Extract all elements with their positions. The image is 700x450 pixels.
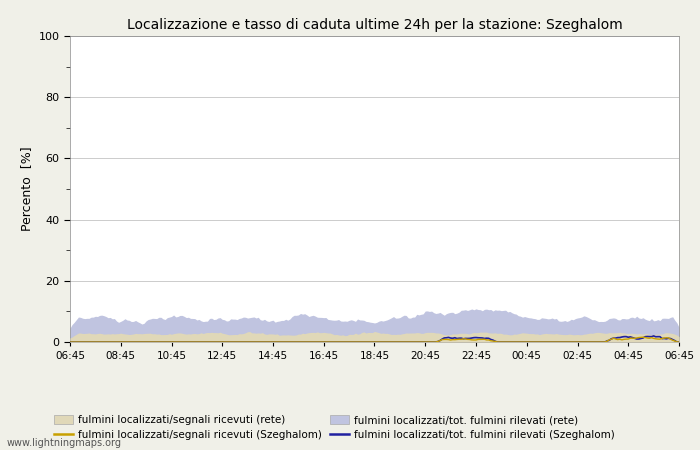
Title: Localizzazione e tasso di caduta ultime 24h per la stazione: Szeghalom: Localizzazione e tasso di caduta ultime … <box>127 18 622 32</box>
Text: www.lightningmaps.org: www.lightningmaps.org <box>7 438 122 448</box>
Legend: fulmini localizzati/segnali ricevuti (rete), fulmini localizzati/segnali ricevut: fulmini localizzati/segnali ricevuti (re… <box>54 415 615 440</box>
Y-axis label: Percento  [%]: Percento [%] <box>20 147 33 231</box>
